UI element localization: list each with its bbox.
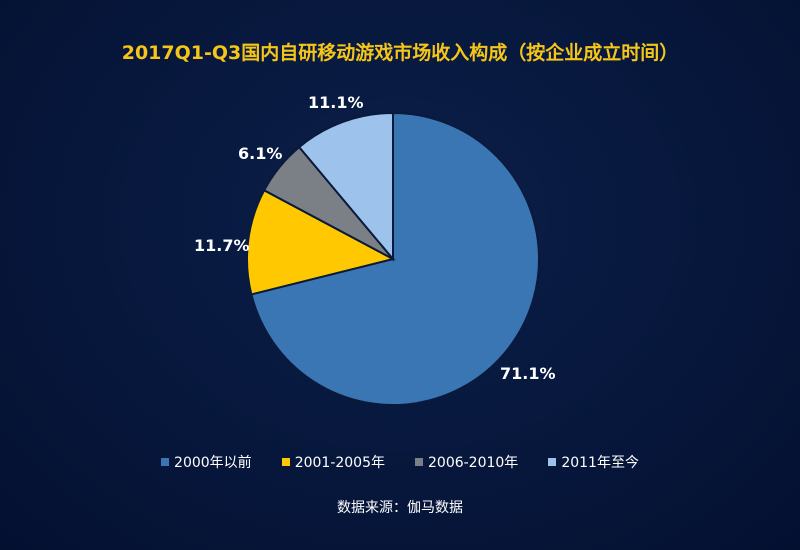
legend-swatch <box>161 458 170 466</box>
legend-swatch <box>415 458 423 466</box>
legend-swatch <box>281 458 290 466</box>
legend-item-2000-before[interactable]: 2000年以前 <box>161 452 252 472</box>
legend-label: 2006-2010年 <box>428 455 519 471</box>
slice-label-2011-now: 11.1% <box>308 93 364 112</box>
slice-2001-2005[interactable] <box>246 188 396 296</box>
legend-label: 2001-2005年 <box>294 455 385 471</box>
pie-slices <box>246 111 540 406</box>
chart-legend: 2000年以前 2001-2005年 2006-2010年 2011年至今 <box>0 452 800 472</box>
chart-title: 2017Q1-Q3国内自研移动游戏市场收入构成（按企业成立时间） <box>121 42 679 64</box>
data-source: 数据来源：伽马数据 <box>337 500 463 516</box>
legend-item-2011-now[interactable]: 2011年至今 <box>548 452 639 472</box>
legend-label: 2011年至今 <box>561 455 639 471</box>
legend-item-2001-2005[interactable]: 2001-2005年 <box>281 452 385 472</box>
slice-label-2006-2010: 6.1% <box>238 144 283 163</box>
slice-label-2000-before: 71.1% <box>500 364 556 383</box>
slice-2011-now[interactable] <box>297 111 394 262</box>
legend-item-2006-2010[interactable]: 2006-2010年 <box>415 452 518 472</box>
slice-label-2001-2005: 11.7% <box>194 236 250 255</box>
slice-2000-before[interactable] <box>250 111 540 406</box>
legend-swatch <box>548 458 557 466</box>
legend-label: 2000年以前 <box>174 455 252 471</box>
